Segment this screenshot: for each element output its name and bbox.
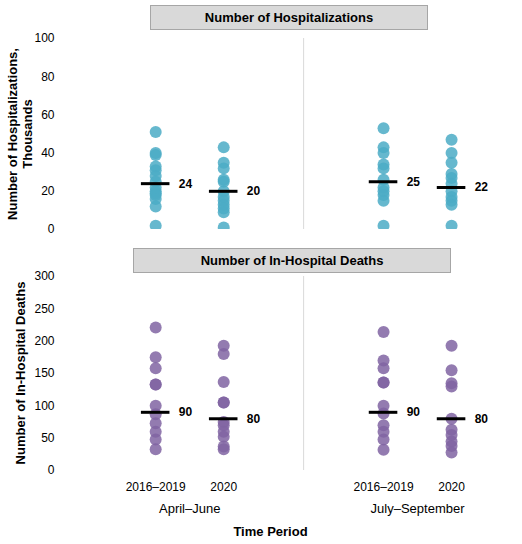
svg-text:150: 150: [34, 366, 54, 380]
svg-text:2020: 2020: [438, 480, 465, 494]
svg-text:July–September: July–September: [371, 501, 466, 516]
html-text:Number of In-Hospital Deaths: Number of In-Hospital Deaths: [200, 253, 384, 268]
svg-text:0: 0: [48, 222, 55, 235]
svg-text:40: 40: [41, 146, 55, 160]
svg-text:2020: 2020: [210, 480, 237, 494]
svg-text:90: 90: [179, 405, 193, 419]
svg-text:2016–2019: 2016–2019: [126, 480, 186, 494]
svg-text:20: 20: [41, 184, 55, 198]
html-text:Time Period: Time Period: [233, 524, 308, 539]
svg-text:2016–2019: 2016–2019: [354, 480, 414, 494]
html-text:Number of In-Hospital Deaths: Number of In-Hospital Deaths: [12, 281, 28, 465]
svg-text:100: 100: [34, 31, 54, 45]
svg-text:April–June: April–June: [159, 501, 220, 516]
html-text:Number of Hospitalizations: Number of Hospitalizations: [204, 10, 374, 25]
svg-text:25: 25: [407, 175, 421, 189]
svg-text:50: 50: [41, 431, 55, 445]
svg-text:0: 0: [48, 463, 55, 477]
svg-text:22: 22: [475, 180, 489, 194]
svg-text:80: 80: [247, 412, 261, 426]
svg-text:20: 20: [247, 184, 261, 198]
svg-text:80: 80: [41, 70, 55, 84]
svg-text:60: 60: [41, 108, 55, 122]
svg-text:300: 300: [34, 270, 54, 283]
svg-text:250: 250: [34, 302, 54, 316]
svg-text:100: 100: [34, 399, 54, 413]
svg-text:200: 200: [34, 334, 54, 348]
svg-text:90: 90: [407, 405, 421, 419]
html-text:Number of Hospitalizations, Th: Number of Hospitalizations, Thousands: [5, 47, 35, 220]
svg-text:80: 80: [475, 412, 489, 426]
svg-text:24: 24: [179, 177, 193, 191]
